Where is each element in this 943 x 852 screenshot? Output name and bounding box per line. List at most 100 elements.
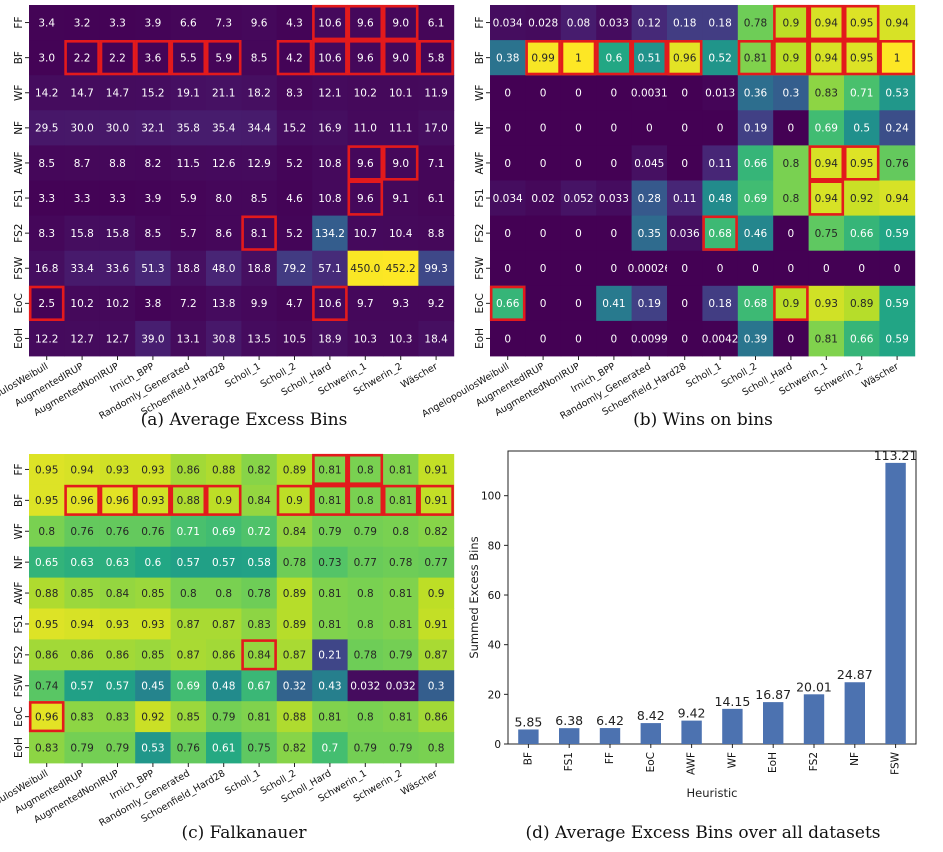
cell-value: 0.78 — [247, 588, 270, 600]
cell-value: 0.66 — [744, 158, 768, 170]
heatmap-cell — [241, 546, 278, 578]
cell-value: 0.67 — [247, 681, 270, 693]
cell-value: 0.76 — [70, 526, 94, 538]
heatmap-cell — [312, 608, 348, 640]
cell-value: 0.72 — [247, 526, 270, 538]
bar-value-label: 113.21 — [874, 448, 918, 463]
heatmap-cell — [99, 732, 136, 764]
heatmap-cell — [383, 145, 419, 181]
row-label: AWF — [13, 582, 25, 605]
cell-value: 452.2 — [386, 263, 416, 275]
heatmap-cell — [631, 5, 668, 41]
heatmap-falkanauer: 0.95 0.94 0.93 0.93 0.86 0.88 0.82 0.89 0.81 0.8 0… — [0, 453, 455, 829]
cell-value: 0.82 — [247, 464, 270, 476]
heatmap-cell — [383, 670, 419, 702]
heatmap-cell — [206, 215, 242, 252]
cell-value: 15.8 — [106, 228, 129, 240]
cell-value: 9.1 — [392, 193, 409, 205]
cell-value: 39.0 — [141, 333, 164, 345]
cell-value: 0.79 — [212, 711, 235, 723]
heatmap-cell — [135, 515, 171, 548]
y-tick-label: 80 — [488, 540, 501, 552]
heatmap-cell — [276, 250, 313, 287]
row-label: WF — [13, 523, 25, 539]
heatmap-cell — [560, 215, 597, 252]
cell-value: 0 — [788, 123, 795, 135]
row-label: FF — [474, 17, 486, 29]
cell-value: 10.3 — [389, 333, 412, 345]
highlight-box — [418, 484, 454, 516]
heatmap-cell — [206, 145, 242, 181]
heatmap-cell — [844, 145, 880, 181]
heatmap-cell — [490, 75, 526, 111]
heatmap-cell — [808, 75, 845, 111]
cell-value: 0.02 — [531, 193, 554, 205]
heatmap-cell — [99, 484, 136, 517]
cell-value: 0.46 — [744, 228, 768, 240]
heatmap-cell — [347, 5, 384, 41]
heatmap-cell — [667, 110, 703, 146]
cell-value: 0 — [540, 298, 547, 310]
heatmap-cell — [276, 75, 313, 111]
heatmap-cell — [29, 701, 65, 733]
cell-value: 1 — [575, 52, 582, 64]
cell-value: 0.032 — [386, 681, 416, 693]
cell-value: 0 — [504, 333, 511, 345]
cell-value: 11.1 — [389, 123, 412, 135]
heatmap-cell — [135, 608, 171, 640]
cell-value: 11.5 — [177, 158, 200, 170]
cell-value: 0.8 — [357, 588, 374, 600]
heatmap-cell — [241, 5, 278, 41]
heatmap-cell — [667, 215, 703, 252]
heatmap-cell — [135, 40, 171, 76]
heatmap-cell — [702, 145, 739, 181]
heatmap-cell — [241, 639, 278, 671]
cell-value: 8.8 — [109, 158, 126, 170]
cell-value: 0.41 — [602, 298, 625, 310]
cell-value: 0.87 — [424, 650, 447, 662]
x-tick-label: FS2 — [808, 752, 820, 771]
cell-value: 0 — [504, 263, 511, 275]
cell-value: 0.95 — [850, 17, 873, 29]
highlight-box — [382, 484, 419, 516]
heatmap-cell — [135, 546, 171, 578]
heatmap-cell — [631, 285, 668, 322]
cell-value: 0.95 — [35, 619, 58, 631]
cell-value: 0 — [575, 298, 582, 310]
cell-value: 0 — [540, 333, 547, 345]
cell-value: 12.1 — [318, 88, 341, 100]
highlight-box — [347, 39, 384, 76]
cell-value: 0.57 — [106, 681, 129, 693]
cell-value: 8.1 — [251, 228, 268, 240]
heatmap-cell — [64, 701, 101, 733]
heatmap-cell — [702, 5, 739, 41]
cell-value: 9.9 — [251, 298, 268, 310]
row-label: FS2 — [474, 224, 486, 243]
cell-value: 9.0 — [392, 158, 409, 170]
bar — [763, 702, 784, 744]
cell-value: 8.7 — [74, 158, 91, 170]
highlight-box — [276, 39, 313, 76]
cell-value: 0.89 — [283, 619, 306, 631]
x-tick-label: FF — [604, 752, 616, 764]
heatmap-cell — [170, 250, 207, 287]
heatmap-cell — [525, 110, 562, 146]
heatmap-wins-on-bins: 0.034 0.028 0.08 0.033 0.12 0.18 0.18 0.78 0.9 0.… — [420, 4, 916, 422]
bar-value-label: 14.15 — [715, 694, 751, 709]
cell-value: 0.81 — [744, 52, 767, 64]
heatmap-cell — [64, 250, 101, 287]
cell-value: 5.5 — [180, 52, 197, 64]
heatmap-cell — [773, 285, 809, 322]
highlight-box — [808, 145, 845, 181]
heatmap-cell — [99, 5, 136, 41]
cell-value: 0 — [823, 263, 830, 275]
cell-value: 2.5 — [38, 298, 55, 310]
highlight-box — [99, 39, 136, 76]
heatmap-cell — [206, 40, 242, 76]
cell-value: 0.52 — [708, 52, 731, 64]
heatmap-cell — [241, 40, 278, 76]
cell-value: 0.85 — [70, 588, 93, 600]
highlight-box — [843, 39, 880, 76]
cell-value: 0.79 — [106, 742, 129, 754]
heatmap-cell — [276, 215, 313, 252]
